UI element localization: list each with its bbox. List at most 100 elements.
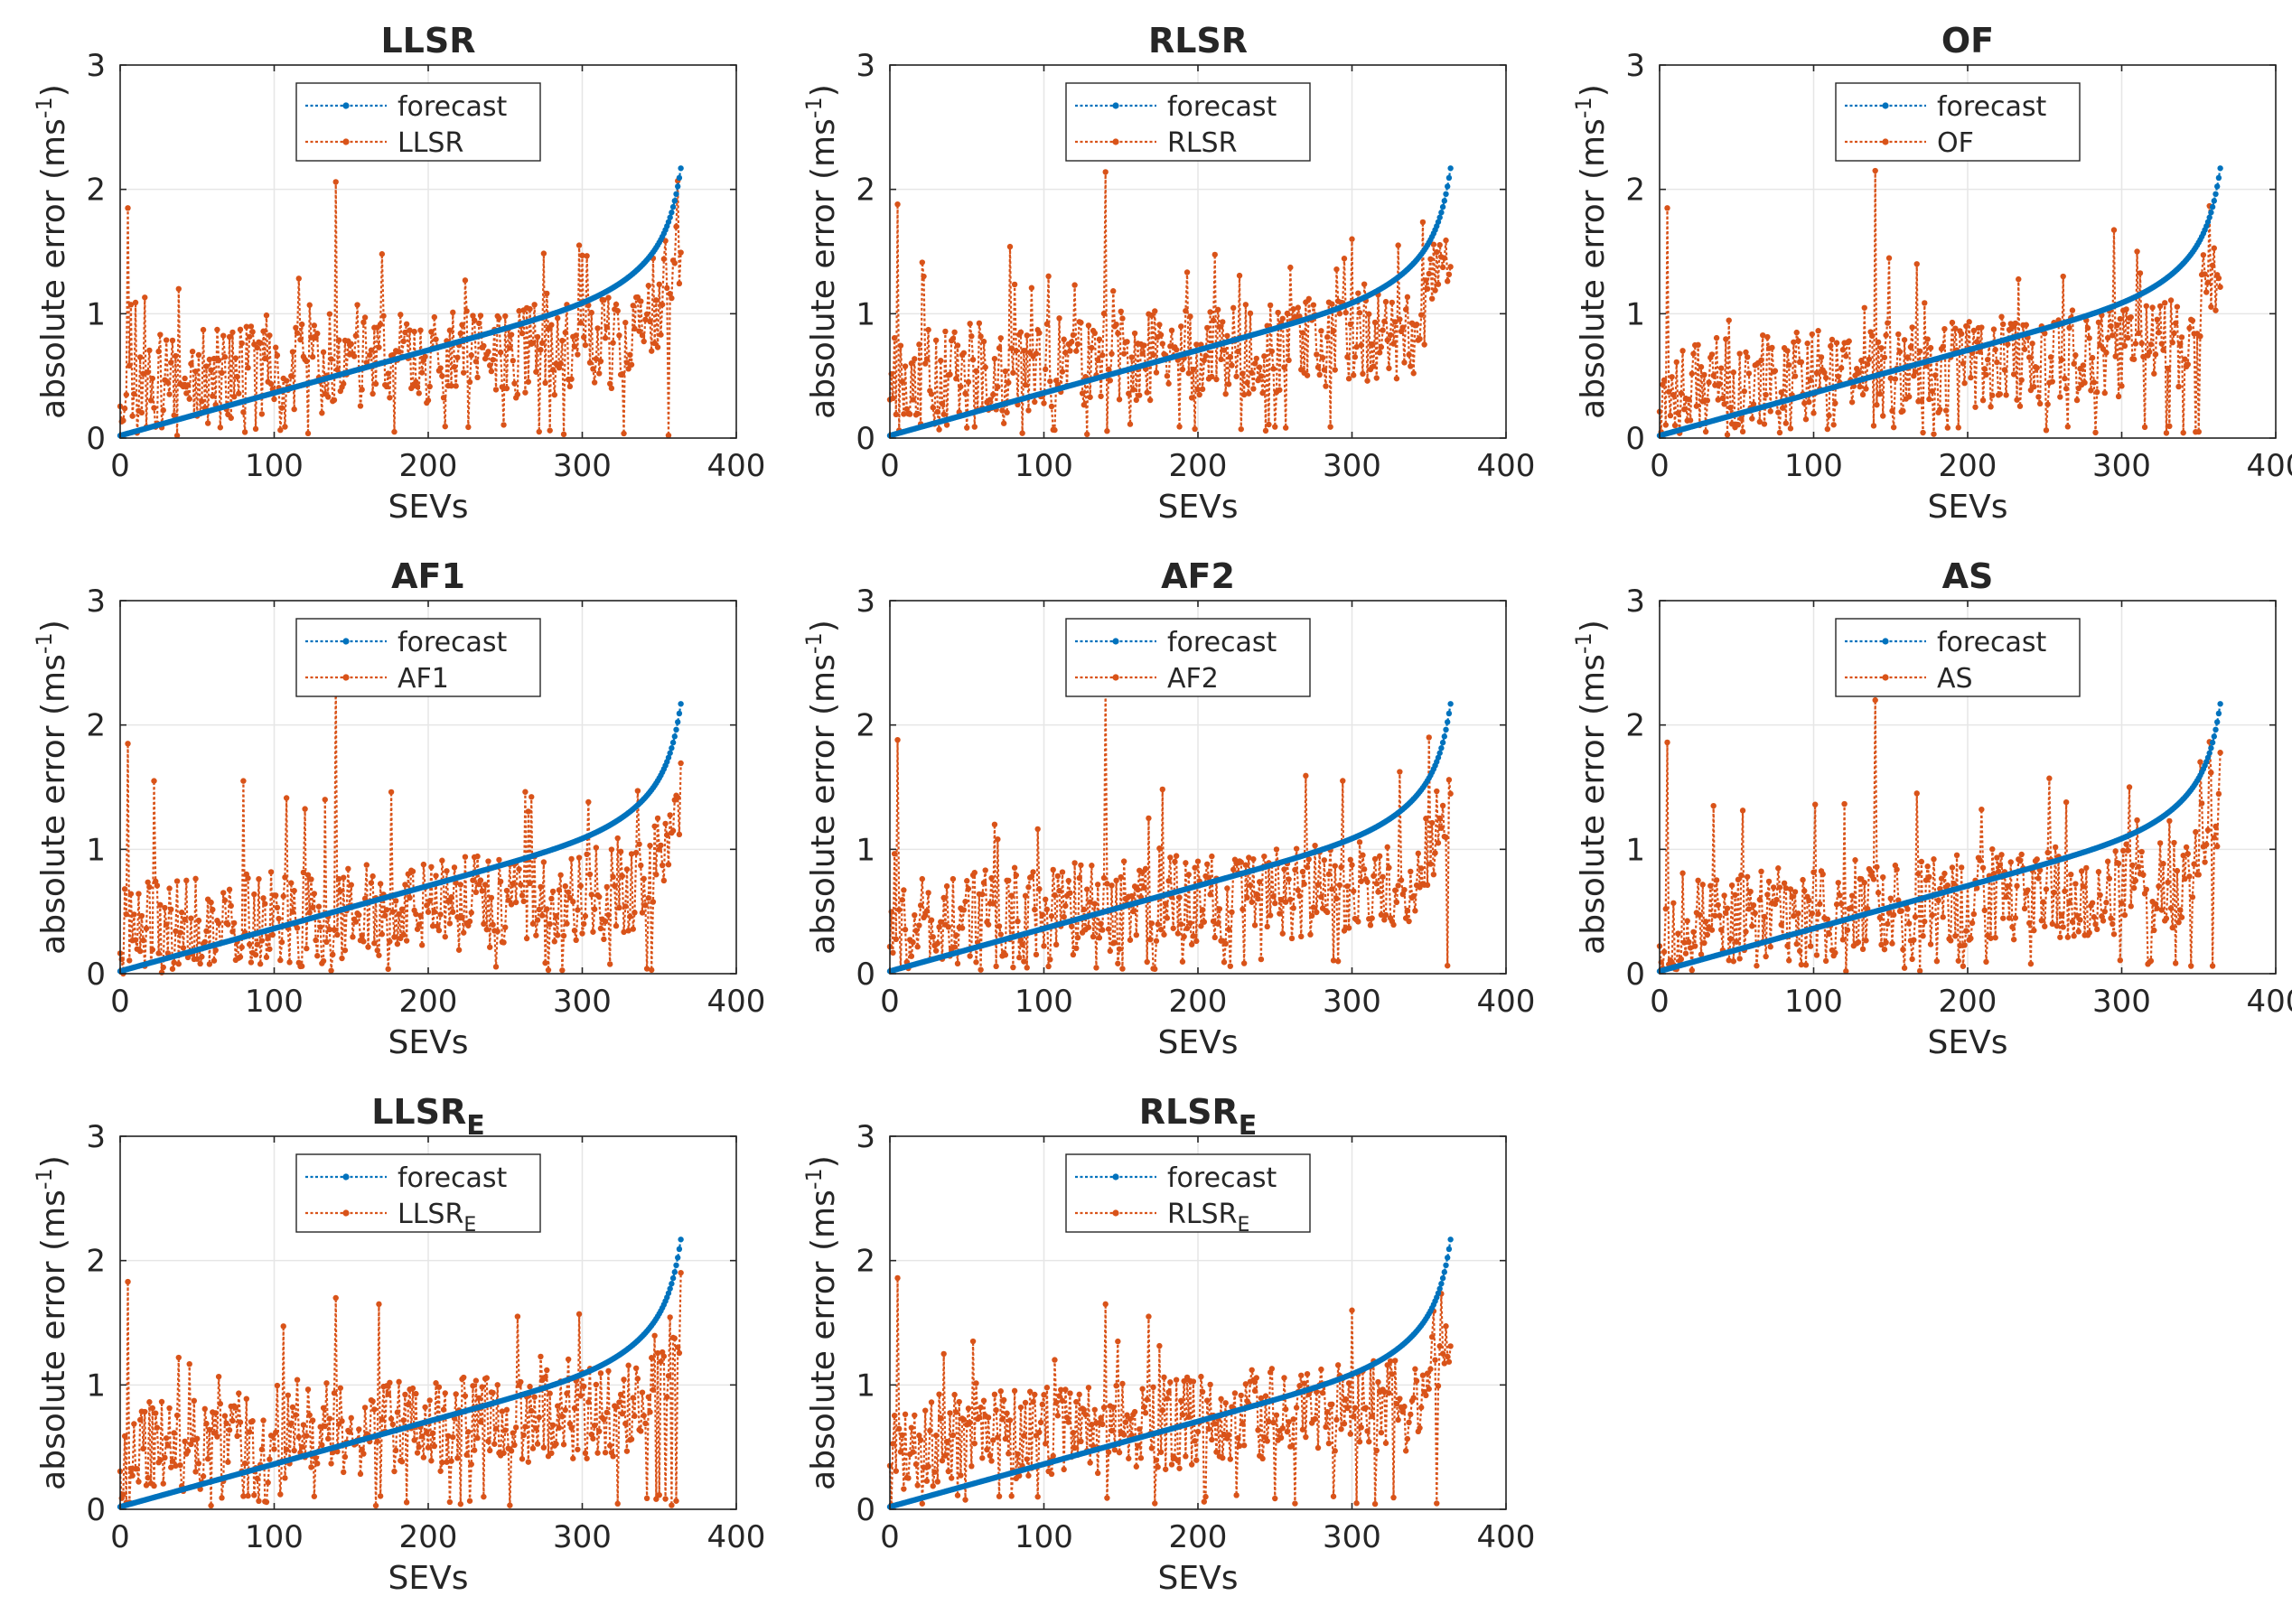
series-model-point xyxy=(1185,872,1192,878)
series-model-point xyxy=(525,808,532,815)
series-model-point xyxy=(413,1390,419,1397)
series-model-point xyxy=(1912,913,1919,920)
series-model-point xyxy=(331,927,338,933)
series-model-point xyxy=(1977,857,1983,863)
series-model-point xyxy=(210,393,216,399)
series-model-point xyxy=(2086,335,2092,341)
series-model-point xyxy=(1906,920,1913,927)
series-model-point xyxy=(2188,963,2194,969)
series-model-point xyxy=(286,959,293,966)
series-model-point xyxy=(418,942,426,948)
series-model-point xyxy=(348,1414,354,1422)
series-model-point xyxy=(979,891,986,898)
series-model-point xyxy=(1989,392,1996,398)
series-model-point xyxy=(376,344,382,350)
series-model-point xyxy=(1172,858,1178,865)
series-model-point xyxy=(1355,919,1361,925)
series-model-point xyxy=(132,299,139,306)
series-model-point xyxy=(1968,935,1974,942)
series-model-point xyxy=(1351,372,1357,378)
series-model-point xyxy=(2029,341,2035,347)
series-model-point xyxy=(151,405,157,411)
series-model-point xyxy=(2177,907,2184,913)
series-model-point xyxy=(1303,772,1309,779)
series-model-point xyxy=(1750,401,1757,407)
series-model-point xyxy=(1146,815,1152,822)
series-model-point xyxy=(1262,427,1269,434)
series-model-point xyxy=(1207,309,1213,315)
series-model-point xyxy=(531,302,538,308)
series-model-point xyxy=(425,397,432,404)
series-forecast-point xyxy=(2208,745,2214,751)
y-axis-label-close: ) xyxy=(805,620,842,632)
series-model-point xyxy=(1859,391,1866,398)
x-tick-label: 0 xyxy=(110,984,130,1020)
series-model-point xyxy=(662,238,669,244)
series-model-point xyxy=(1099,352,1106,359)
series-model-point xyxy=(1397,316,1403,322)
series-forecast-point xyxy=(1447,165,1454,172)
series-model-point xyxy=(2106,875,2113,882)
series-model-point xyxy=(1684,918,1690,924)
series-model-point xyxy=(2086,929,2092,936)
series-model-point xyxy=(1128,354,1135,360)
series-forecast-point xyxy=(1435,219,1442,225)
series-model-point xyxy=(1835,880,1841,886)
series-model-point xyxy=(585,798,592,806)
series-model-point xyxy=(1017,329,1024,335)
series-model-point xyxy=(902,927,909,933)
series-model-point xyxy=(294,1377,301,1383)
series-model-point xyxy=(1152,966,1158,973)
series-forecast-point xyxy=(676,174,683,182)
series-model-point xyxy=(1778,921,1784,929)
series-model-point xyxy=(2038,917,2045,924)
series-model-point xyxy=(2163,430,2170,436)
series-model-point xyxy=(1713,877,1720,883)
series-model-point xyxy=(1089,344,1095,351)
series-model-point xyxy=(1137,392,1143,398)
series-model-point xyxy=(2186,873,2193,880)
x-tick-label: 200 xyxy=(399,984,458,1020)
series-model-point xyxy=(1222,390,1229,397)
series-model-point xyxy=(990,901,996,907)
series-model-point xyxy=(1710,372,1717,378)
series-model-point xyxy=(2034,856,2040,863)
series-model-point xyxy=(1202,352,1209,359)
series-model-point xyxy=(1941,870,1948,877)
series-model-point xyxy=(1227,963,1234,969)
series-model-point xyxy=(951,944,958,950)
series-model-point xyxy=(169,337,176,344)
y-axis-label-sup: -1 xyxy=(801,97,827,118)
series-model-point xyxy=(1185,370,1192,377)
series-model-point xyxy=(1127,421,1134,427)
series-model-point xyxy=(1813,369,1820,377)
series-model-point xyxy=(991,821,998,827)
series-model-point xyxy=(1187,919,1193,927)
series-model-point xyxy=(1190,933,1197,939)
series-model-point xyxy=(1084,431,1090,438)
series-model-point xyxy=(1295,887,1302,893)
chart-title: AF1 xyxy=(391,556,465,596)
series-model-point xyxy=(940,411,947,417)
series-model-point xyxy=(1347,856,1353,863)
y-tick-label: 2 xyxy=(86,173,106,209)
series-model-point xyxy=(269,931,276,938)
series-model-point xyxy=(675,794,681,801)
series-model-point xyxy=(337,1385,344,1391)
series-model-point xyxy=(277,1491,284,1498)
series-model-point xyxy=(142,1408,148,1415)
series-model-point xyxy=(964,425,970,431)
series-model-point xyxy=(1681,406,1688,413)
series-model-point xyxy=(439,857,445,863)
series-model-point xyxy=(641,338,647,345)
series-model-point xyxy=(2177,341,2184,347)
series-model-point xyxy=(1724,432,1731,438)
series-model-point xyxy=(923,356,931,362)
series-model-point xyxy=(1994,359,2000,366)
series-model-point xyxy=(462,1393,469,1399)
series-model-point xyxy=(236,1390,242,1396)
series-model-point xyxy=(323,1380,330,1386)
series-model-point xyxy=(1369,915,1375,921)
series-model-point xyxy=(2141,424,2148,431)
series-model-point xyxy=(379,1416,386,1423)
